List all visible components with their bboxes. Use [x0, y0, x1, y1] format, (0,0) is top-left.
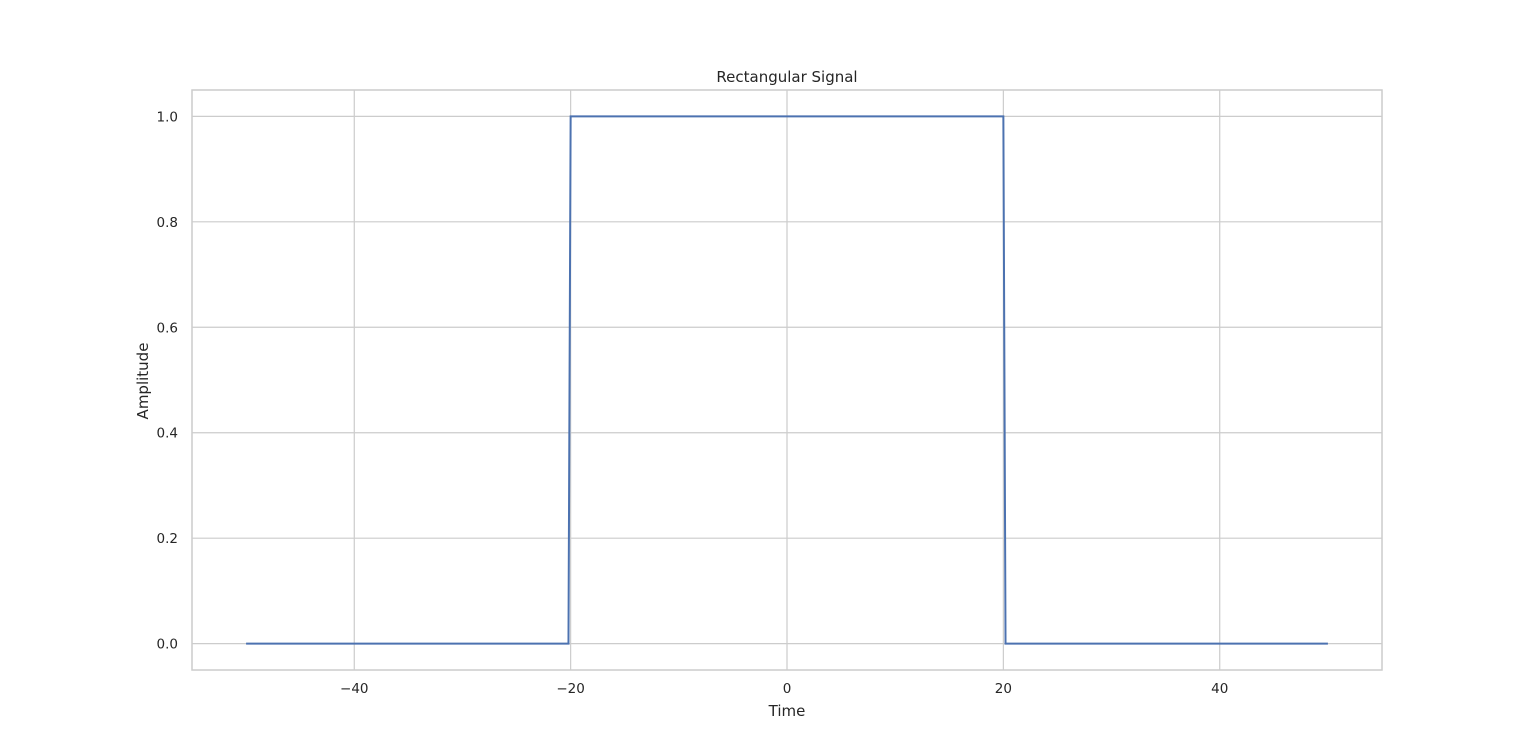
- chart-title: Rectangular Signal: [716, 68, 857, 86]
- y-tick-label: 0.4: [157, 426, 178, 442]
- x-tick-label: −40: [340, 681, 369, 697]
- y-tick-labels: 0.0 0.2 0.4 0.6 0.8 1.0: [157, 109, 178, 652]
- y-tick-label: 0.6: [157, 320, 178, 336]
- x-tick-label: 40: [1211, 681, 1228, 697]
- axes-frame: [191, 89, 1383, 671]
- signal-line: [246, 115, 1328, 645]
- x-tick-label: 0: [783, 681, 792, 697]
- y-tick-label: 0.8: [157, 215, 178, 231]
- y-tick-label: 0.2: [157, 531, 178, 547]
- y-tick-label: 0.0: [157, 637, 178, 653]
- x-tick-labels: −40 −20 0 20 40: [340, 681, 1228, 697]
- series-layer: [246, 115, 1328, 645]
- y-axis-label: Amplitude: [134, 343, 152, 420]
- x-tick-label: 20: [995, 681, 1012, 697]
- x-axis-label: Time: [768, 702, 806, 720]
- y-tick-label: 1.0: [157, 109, 178, 125]
- x-tick-label: −20: [556, 681, 585, 697]
